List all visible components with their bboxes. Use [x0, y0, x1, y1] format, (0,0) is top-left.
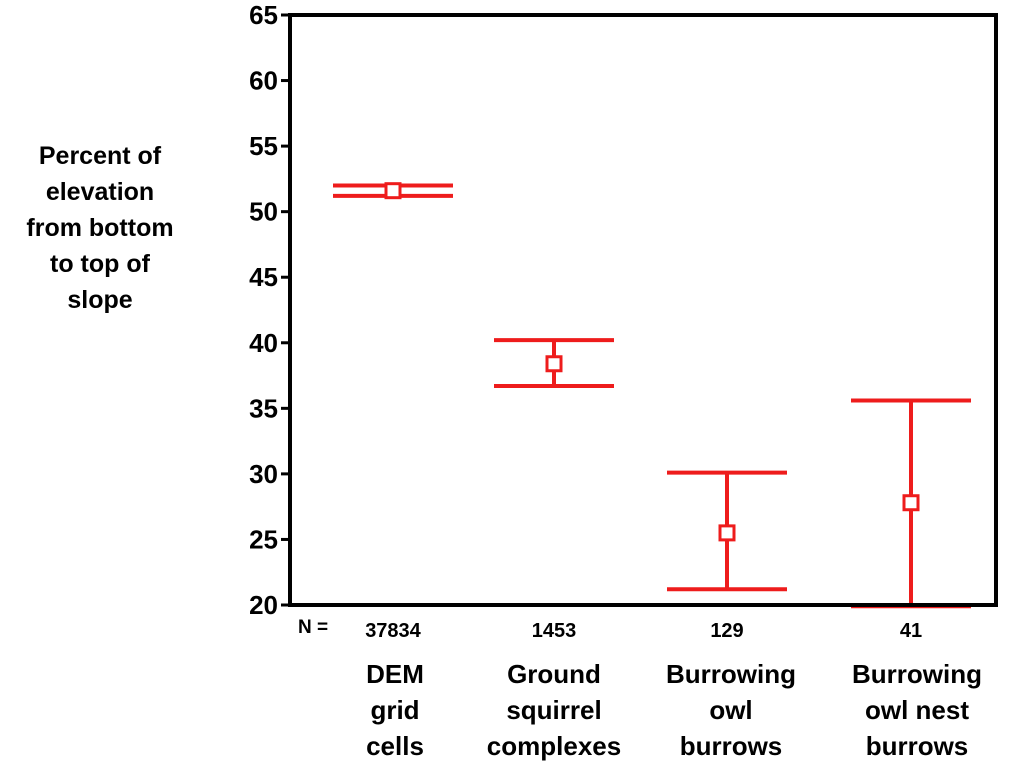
- sample-size-value: 37834: [365, 620, 421, 642]
- y-axis-label: Percent of elevation from bottom to top …: [2, 138, 198, 318]
- y-axis-label-line: to top of: [50, 250, 150, 278]
- category-label-line: owl: [709, 695, 753, 725]
- category-label-line: burrows: [865, 731, 969, 761]
- y-axis-label-line: slope: [67, 286, 133, 314]
- category-label-owl-nest-burrows: Burrowing owl nest burrows: [827, 656, 1007, 764]
- y-tick-label: 30: [249, 459, 278, 489]
- mean-marker: [384, 182, 402, 200]
- y-axis-label-line: elevation: [45, 178, 155, 206]
- error-bar-group: [851, 398, 971, 609]
- y-tick-label: 50: [249, 197, 278, 227]
- error-bar-group: [494, 338, 614, 389]
- mean-marker: [902, 494, 920, 512]
- mean-marker: [545, 355, 563, 373]
- error-bar-group: [333, 182, 453, 200]
- category-label-line: Burrowing: [666, 659, 796, 689]
- error-bar-series: 37834 1453 129 41: [333, 182, 971, 642]
- y-tick-label: 55: [249, 131, 278, 161]
- category-label-line: owl nest: [864, 695, 969, 725]
- category-label-line: DEM: [366, 659, 424, 689]
- category-label-line: squirrel: [506, 695, 602, 725]
- sample-size-value: 1453: [532, 620, 577, 642]
- category-label-line: complexes: [486, 731, 622, 761]
- y-tick-label: 60: [249, 66, 278, 96]
- y-tick-label: 35: [249, 393, 278, 423]
- mean-marker: [718, 524, 736, 542]
- category-label-dem: DEM grid cells: [305, 656, 485, 764]
- y-tick-label: 25: [249, 524, 278, 554]
- category-label-line: Burrowing: [852, 659, 982, 689]
- error-bar-group: [667, 470, 787, 592]
- category-label-line: Ground: [507, 659, 601, 689]
- plot-frame: [288, 13, 998, 607]
- sample-size-label: N =: [298, 617, 329, 638]
- category-label-ground-squirrel: Ground squirrel complexes: [464, 656, 644, 764]
- y-tick-label: 65: [249, 0, 278, 30]
- sample-size-value: 129: [710, 620, 743, 642]
- y-axis-label-line: Percent of: [38, 142, 162, 170]
- y-axis-label-line: from bottom: [26, 214, 174, 242]
- sample-size-value: 41: [900, 620, 922, 642]
- y-tick-label: 45: [249, 262, 278, 292]
- y-tick-label: 40: [249, 328, 278, 358]
- category-label-line: cells: [366, 731, 424, 761]
- category-label-line: grid: [370, 695, 420, 725]
- category-label-owl-burrows: Burrowing owl burrows: [641, 656, 821, 764]
- category-label-line: burrows: [679, 731, 783, 761]
- y-axis-ticks: 20 25 30 35 40 45 50 55 60 65: [249, 0, 290, 620]
- y-tick-label: 20: [249, 590, 278, 620]
